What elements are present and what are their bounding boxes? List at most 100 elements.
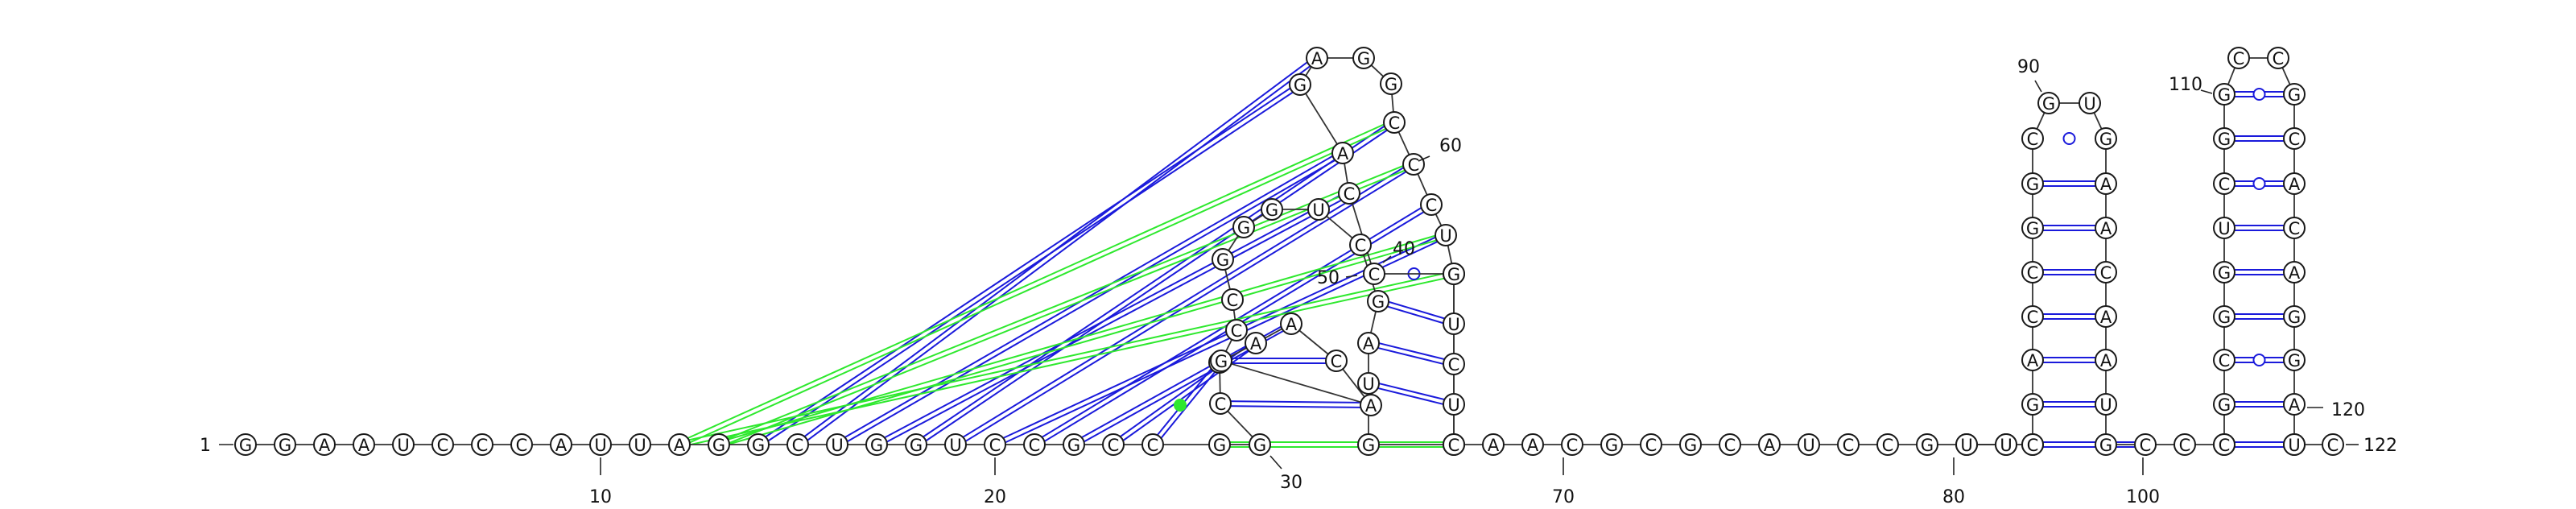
nucleotide-circle [2283, 349, 2306, 371]
nucleotide-letter: A [2100, 219, 2112, 238]
nucleotide: G [1261, 198, 1283, 221]
nucleotide-circle [1245, 332, 1267, 354]
nucleotide-letter: A [2100, 308, 2112, 327]
nucleotide-circle [1225, 319, 1248, 341]
nucleotide-circle [274, 433, 296, 456]
backbone-segment [1305, 66, 1312, 77]
nucleotide-letter: C [1108, 436, 1120, 455]
nucleotide-circle [944, 433, 967, 456]
position-label: 50 [1317, 268, 1358, 288]
nucleotide-letter: C [1843, 436, 1855, 455]
base-pair-line [1154, 363, 1223, 447]
backbone-segment [1228, 347, 1247, 358]
long-range-pair-line [759, 85, 1302, 448]
nucleotide: C [2021, 305, 2044, 328]
nucleotide: G [1600, 433, 1623, 456]
noncanonical-pair-line [717, 232, 1446, 444]
nucleotide-circle [1063, 433, 1085, 456]
nucleotide-letter: C [1029, 436, 1041, 455]
nucleotide: A [2283, 261, 2306, 283]
base-pair-line [1368, 340, 1455, 363]
backbone-segment [1228, 235, 1239, 251]
nucleotide-circle [2227, 47, 2250, 69]
position-label: 90 [2017, 57, 2042, 93]
nucleotide: C [1338, 182, 1360, 205]
nucleotide-circle [1876, 433, 1899, 456]
nucleotide-circle [826, 433, 848, 456]
nucleotide-circle [1280, 312, 1302, 335]
nucleotide-letter: C [1724, 436, 1736, 455]
nucleotide-letter: G [712, 436, 725, 455]
nucleotide: U [629, 433, 651, 456]
nucleotide: A [2283, 393, 2306, 416]
nucleotide: C [2174, 433, 2196, 456]
base-pair-line [1368, 384, 1454, 408]
nucleotide: G [1249, 433, 1271, 456]
nucleotide-letter: C [2219, 436, 2231, 455]
nucleotide-circle [471, 433, 493, 456]
nucleotide-letter: C [989, 436, 1001, 455]
position-label-tick [1382, 255, 1392, 263]
nucleotide: C [1325, 350, 1348, 372]
nucleotide: U [589, 433, 612, 456]
position-label-tick [1418, 155, 1430, 162]
nucleotide-circle [1435, 224, 1457, 246]
nucleotide-circle [1357, 433, 1380, 456]
nucleotide-letter: G [1216, 250, 1229, 270]
nucleotide-letter: C [1368, 265, 1381, 284]
nucleotide-letter: A [2100, 351, 2112, 370]
nucleotide-letter: C [1448, 436, 1460, 455]
nucleotide-letter: G [2288, 85, 2301, 105]
base-pair-line [1368, 380, 1455, 403]
backbone-segment [1227, 410, 1253, 438]
nucleotide-letter: C [2327, 436, 2339, 455]
long-range-pair-line [917, 123, 1397, 448]
noncanonical-pair-line [679, 271, 1454, 444]
backbone-segment [1252, 214, 1264, 222]
nucleotide-letter: A [1337, 144, 1349, 163]
nucleotide: G [1367, 290, 1389, 312]
nucleotide-letter: G [2099, 436, 2112, 455]
nucleotide-circle [1325, 350, 1348, 372]
nucleotide-circle [1837, 433, 1860, 456]
nucleotide-circle [1443, 312, 1465, 335]
nucleotide: A [1306, 47, 1328, 69]
nucleotide-circle [510, 433, 533, 456]
nucleotide: A [1360, 394, 1382, 416]
nucleotide-letter: C [1344, 184, 1356, 204]
nucleotide: G [865, 433, 888, 456]
nucleotide: A [2283, 172, 2306, 195]
nucleotide: U [2213, 217, 2235, 239]
nucleotide-letter: A [2289, 263, 2301, 283]
nucleotide-circle [1380, 72, 1402, 95]
nucleotide-letter: U [2000, 436, 2012, 455]
nucleotide-circle [1995, 433, 2017, 456]
position-label: 10 [589, 457, 612, 507]
nucleotide: G [1357, 433, 1380, 456]
nucleotide-circle [1443, 393, 1465, 416]
nucleotide-circle [1600, 433, 1623, 456]
nucleotide-circle [1955, 433, 1978, 456]
nucleotide-circle [1307, 198, 1330, 221]
nucleotide: U [1443, 312, 1465, 335]
nucleotide-circle [2037, 92, 2060, 114]
nucleotide: G [1210, 350, 1232, 372]
nucleotide-letter: U [2083, 94, 2095, 114]
nucleotide: G [2095, 433, 2117, 456]
nucleotide-letter: U [1960, 436, 1972, 455]
nucleotide: C [510, 433, 533, 456]
nucleotide-letter: C [792, 436, 804, 455]
position-label: 120 [2307, 400, 2365, 420]
nucleotide: A [2095, 172, 2117, 195]
nucleotide-circle [313, 433, 336, 456]
nucleotide-letter: A [674, 436, 686, 455]
noncanonical-pair-line [679, 275, 1455, 448]
nucleotide-letter: G [870, 436, 883, 455]
nucleotide: C [1221, 288, 1244, 311]
nucleotide-circle [1209, 392, 1232, 415]
nucleotide: C [1102, 433, 1125, 456]
nucleotide: C [1561, 433, 1583, 456]
nucleotide: C [1443, 353, 1465, 375]
nucleotide: C [431, 433, 454, 456]
nucleotide-circle [1232, 216, 1255, 238]
